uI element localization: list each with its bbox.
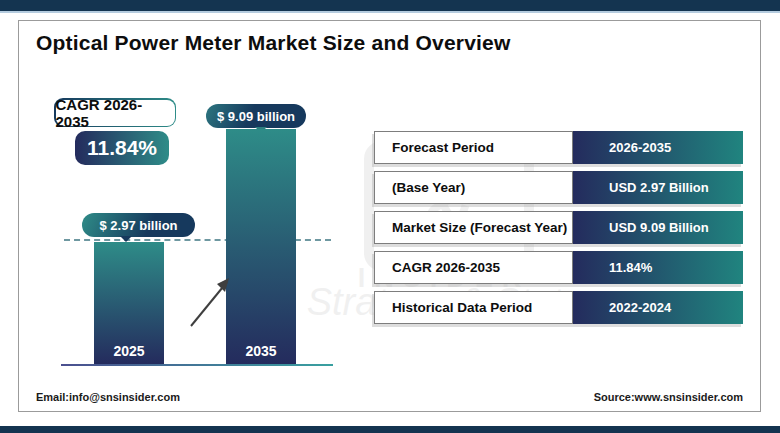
table-row: Forecast Period 2026-2035: [374, 131, 743, 164]
bar-value-text: $ 9.09 billion: [217, 109, 295, 124]
footer-source: Source:www.snsinsider.com: [594, 391, 743, 403]
market-summary-table: Forecast Period 2026-2035 (Base Year) US…: [374, 131, 743, 324]
table-row: Historical Data Period 2022-2024: [374, 291, 743, 324]
table-row-value: USD 2.97 Billion: [573, 171, 743, 204]
chart-baseline: [61, 364, 333, 366]
cagr-label-box: CAGR 2026-2035: [54, 98, 176, 127]
growth-arrow-icon: [159, 248, 239, 333]
bar-category-label: 2035: [226, 343, 296, 359]
infographic-canvas: Optical Power Meter Market Size and Over…: [0, 0, 780, 433]
table-row-value: 11.84%: [573, 251, 743, 284]
table-row-label: Historical Data Period: [374, 291, 573, 324]
footer: Email:info@snsinsider.com Source:www.sns…: [36, 391, 743, 403]
table-row-label: (Base Year): [374, 171, 573, 204]
page-title: Optical Power Meter Market Size and Over…: [36, 31, 510, 55]
bar-category-label: 2025: [94, 343, 164, 359]
table-row: (Base Year) USD 2.97 Billion: [374, 171, 743, 204]
table-row-value: USD 9.09 Billion: [573, 211, 743, 244]
footer-email: Email:info@snsinsider.com: [36, 391, 180, 403]
table-row: Market Size (Forecast Year) USD 9.09 Bil…: [374, 211, 743, 244]
table-row-label: Forecast Period: [374, 131, 573, 164]
bottom-brand-bar: [0, 426, 780, 433]
cagr-value-badge: 11.84%: [75, 131, 169, 165]
top-accent-line: [0, 11, 780, 13]
top-brand-bar: [0, 0, 780, 11]
bar-value-label-2035: $ 9.09 billion: [206, 104, 306, 128]
table-row-value: 2022-2024: [573, 291, 743, 324]
bar-value-label-2025: $ 2.97 billion: [82, 213, 195, 237]
table-row: CAGR 2026-2035 11.84%: [374, 251, 743, 284]
table-row-label: Market Size (Forecast Year): [374, 211, 573, 244]
table-row-label: CAGR 2026-2035: [374, 251, 573, 284]
bar-2025: 2025: [94, 242, 164, 364]
cagr-label: CAGR 2026-2035: [56, 100, 175, 126]
table-row-value: 2026-2035: [573, 131, 743, 164]
bar-value-text: $ 2.97 billion: [99, 218, 177, 233]
content-frame: Optical Power Meter Market Size and Over…: [18, 20, 761, 412]
